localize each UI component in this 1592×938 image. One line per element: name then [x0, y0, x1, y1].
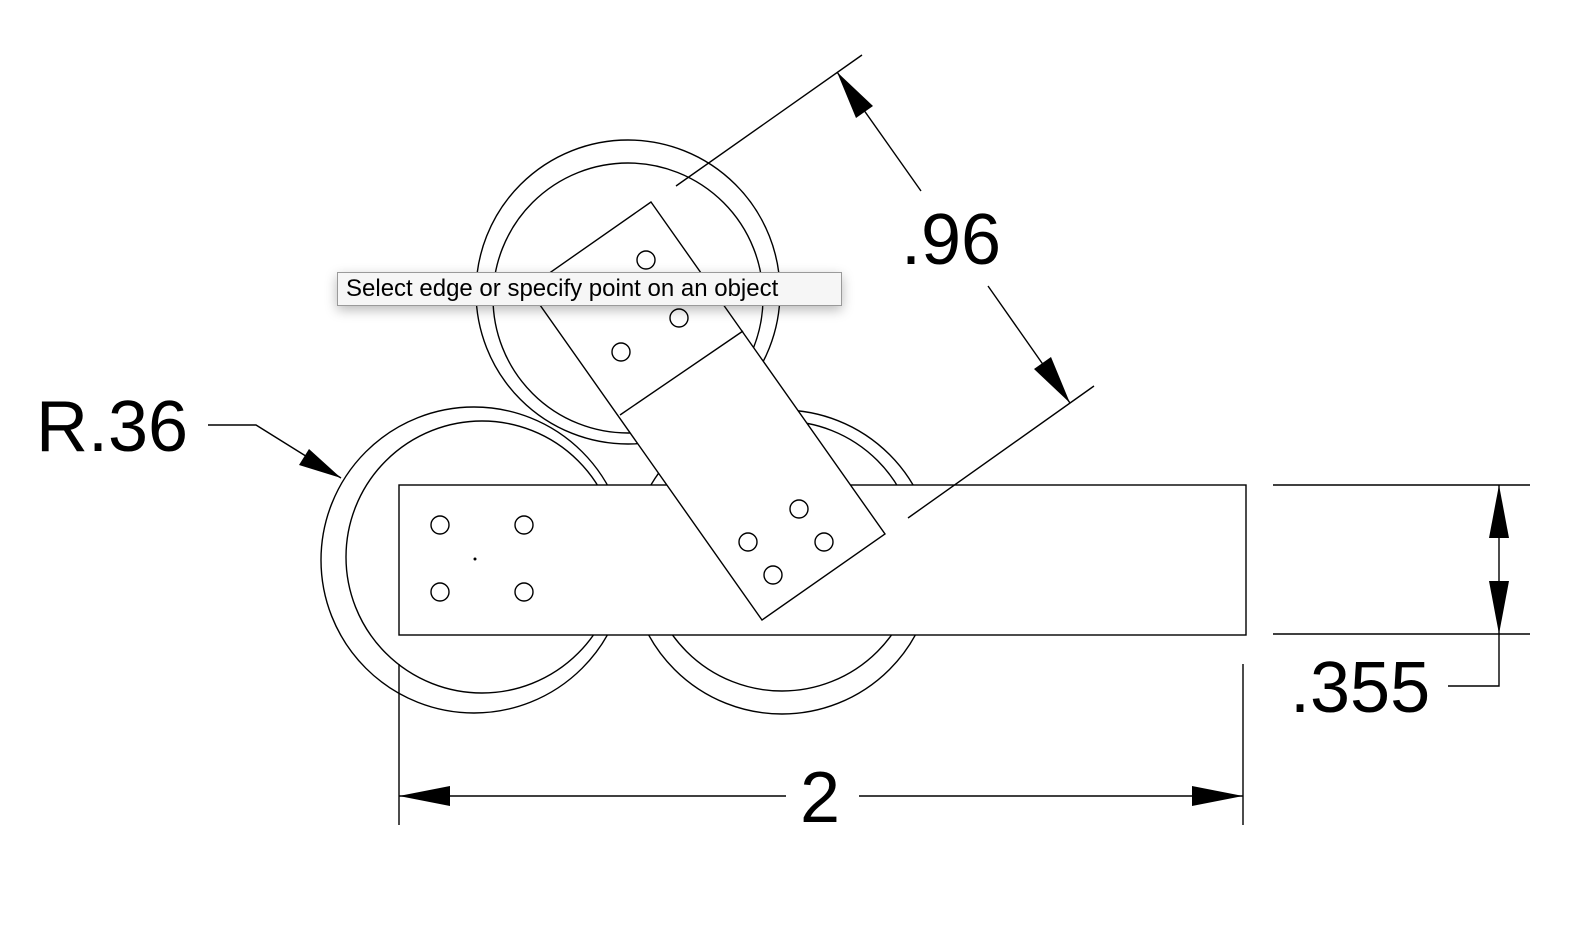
width-dimension[interactable]: [398, 664, 1244, 825]
hole[interactable]: [430, 515, 450, 535]
arrowhead: [1489, 581, 1509, 634]
hole[interactable]: [669, 308, 689, 328]
rotated-plate[interactable]: [527, 201, 886, 621]
hole[interactable]: [611, 342, 631, 362]
extension-line: [675, 54, 863, 187]
diagonal-length-label[interactable]: .96: [901, 200, 1001, 280]
width-label[interactable]: 2: [800, 758, 840, 838]
command-prompt-tooltip: Select edge or specify point on an objec…: [337, 272, 842, 306]
hole[interactable]: [430, 582, 450, 602]
height-dimension[interactable]: [1273, 484, 1530, 687]
radius-leader[interactable]: [208, 424, 342, 479]
arrowhead: [299, 449, 341, 478]
hole[interactable]: [514, 515, 534, 535]
arrowhead: [399, 786, 450, 806]
radius-label[interactable]: R.36: [36, 387, 188, 467]
leader-line: [1448, 634, 1500, 687]
center-point: [473, 557, 477, 561]
arrowhead: [1192, 786, 1243, 806]
hole[interactable]: [514, 582, 534, 602]
hole[interactable]: [789, 499, 809, 519]
height-label[interactable]: .355: [1290, 648, 1430, 728]
arrowhead: [1034, 357, 1070, 403]
arrowhead: [1489, 485, 1509, 538]
plate-holes: [430, 515, 534, 602]
rotated-plate-holes: [611, 250, 834, 585]
diagonal-dimension[interactable]: [675, 54, 1095, 519]
extension-line: [907, 385, 1095, 519]
hole[interactable]: [814, 532, 834, 552]
hole[interactable]: [738, 532, 758, 552]
rotated-plate-divider[interactable]: [619, 330, 744, 416]
tooltip-text: Select edge or specify point on an objec…: [346, 275, 779, 302]
hole[interactable]: [636, 250, 656, 270]
arrowhead: [837, 72, 873, 118]
hole[interactable]: [763, 565, 783, 585]
